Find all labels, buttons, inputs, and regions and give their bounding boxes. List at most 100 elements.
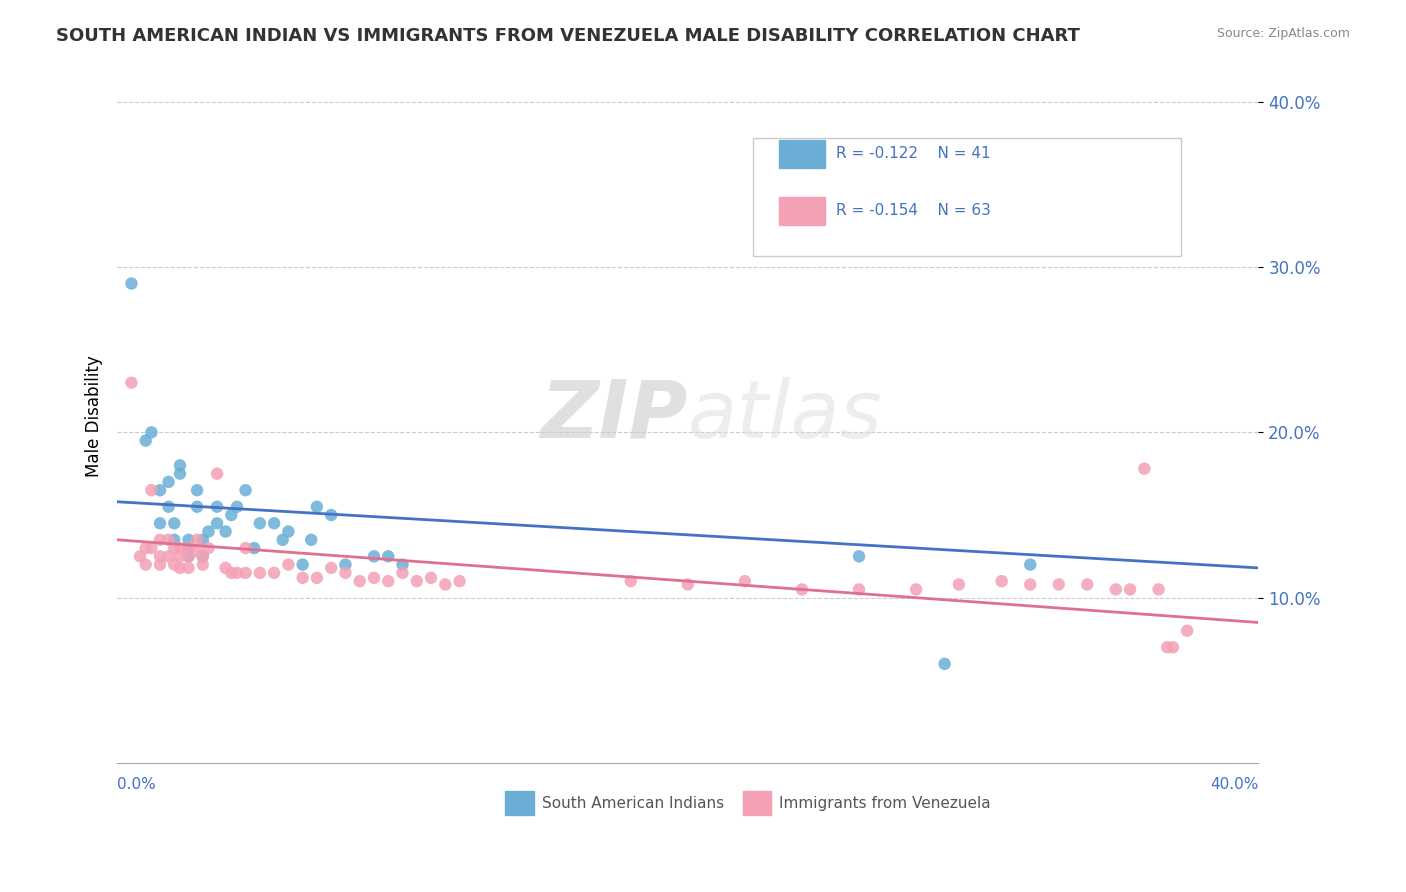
Point (177, 541, 200, 555)
Bar (505, 791, 534, 815)
Point (249, 566, 271, 580)
Text: atlas: atlas (688, 376, 883, 455)
Point (129, 549, 152, 564)
Point (263, 566, 285, 580)
Point (1105, 582, 1128, 597)
Point (391, 566, 413, 580)
Point (135, 434, 157, 448)
Point (249, 516, 271, 531)
Point (177, 549, 200, 564)
Point (934, 657, 956, 671)
Point (177, 541, 200, 555)
Point (1133, 461, 1156, 475)
FancyBboxPatch shape (752, 138, 1181, 256)
Point (948, 577, 970, 591)
Text: SOUTH AMERICAN INDIAN VS IMMIGRANTS FROM VENEZUELA MALE DISABILITY CORRELATION C: SOUTH AMERICAN INDIAN VS IMMIGRANTS FROM… (56, 27, 1080, 45)
Point (321, 561, 343, 575)
Point (186, 483, 208, 498)
Point (191, 558, 214, 572)
Point (321, 508, 343, 522)
Point (149, 516, 172, 531)
Point (363, 571, 385, 585)
Text: ZIP: ZIP (540, 376, 688, 455)
Point (1119, 582, 1142, 597)
Point (221, 508, 243, 522)
Point (291, 571, 314, 585)
Bar (779, 197, 825, 225)
Point (449, 574, 471, 589)
Point (177, 549, 200, 564)
Text: R = -0.122    N = 41: R = -0.122 N = 41 (837, 146, 991, 161)
Point (214, 524, 236, 539)
Point (214, 561, 236, 575)
Point (235, 483, 257, 498)
Point (141, 425, 163, 440)
Point (235, 541, 257, 555)
Point (120, 376, 142, 390)
Point (299, 533, 322, 547)
Point (191, 549, 214, 564)
Y-axis label: Male Disability: Male Disability (86, 355, 103, 476)
Point (191, 549, 214, 564)
Point (197, 524, 219, 539)
Point (135, 558, 157, 572)
Point (141, 483, 163, 498)
Point (163, 533, 186, 547)
Point (676, 577, 699, 591)
Point (377, 549, 399, 564)
Point (191, 533, 214, 547)
Point (990, 574, 1012, 589)
Text: 40.0%: 40.0% (1211, 777, 1258, 792)
Point (405, 574, 427, 589)
Point (186, 544, 208, 558)
Text: R = -0.154    N = 63: R = -0.154 N = 63 (837, 203, 991, 219)
Point (169, 458, 191, 473)
Point (1147, 582, 1170, 597)
Point (277, 524, 299, 539)
Point (149, 549, 172, 564)
Point (157, 549, 180, 564)
Point (163, 516, 186, 531)
Point (169, 467, 191, 481)
Point (335, 558, 357, 572)
Point (157, 475, 180, 489)
Point (620, 574, 643, 589)
Point (205, 500, 228, 514)
Point (205, 467, 228, 481)
Point (305, 571, 328, 585)
Point (169, 561, 191, 575)
Point (149, 483, 172, 498)
Point (391, 558, 413, 572)
Point (169, 549, 191, 564)
Point (1156, 640, 1178, 655)
Bar (779, 140, 825, 168)
Point (149, 533, 172, 547)
Text: Source: ZipAtlas.com: Source: ZipAtlas.com (1216, 27, 1350, 40)
Point (291, 558, 314, 572)
Point (186, 533, 208, 547)
Point (848, 549, 870, 564)
Point (163, 558, 186, 572)
Point (149, 558, 172, 572)
Point (163, 541, 186, 555)
Point (169, 541, 191, 555)
Text: 0.0%: 0.0% (117, 777, 156, 792)
Point (120, 277, 142, 291)
Point (235, 566, 257, 580)
Point (177, 561, 200, 575)
Point (157, 500, 180, 514)
Point (243, 541, 266, 555)
Point (1175, 624, 1198, 638)
Point (377, 574, 399, 589)
Bar (742, 791, 770, 815)
Point (790, 582, 813, 597)
Point (277, 558, 299, 572)
Point (734, 574, 756, 589)
Point (221, 566, 243, 580)
Point (226, 566, 249, 580)
Point (1047, 577, 1070, 591)
Point (197, 541, 219, 555)
Point (1019, 577, 1042, 591)
Text: Immigrants from Venezuela: Immigrants from Venezuela (779, 796, 991, 811)
Point (271, 533, 294, 547)
